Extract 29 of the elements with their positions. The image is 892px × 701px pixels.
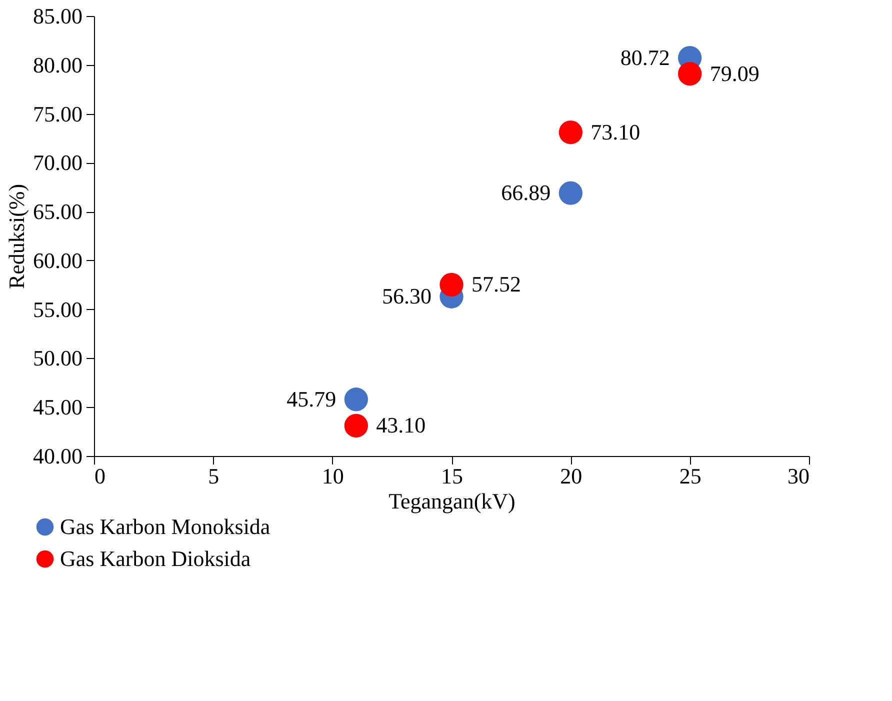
data-label: 80.72 [620, 44, 670, 70]
legend-label: Gas Karbon Dioksida [60, 546, 251, 571]
x-tick-label: 10 [322, 464, 344, 488]
y-tick-label: 60.00 [33, 248, 82, 273]
y-tick-label: 85.00 [33, 4, 82, 28]
data-label: 66.89 [501, 180, 551, 206]
x-tick-label: 30 [788, 464, 810, 488]
x-tick-label: 20 [560, 464, 582, 488]
data-label: 43.10 [376, 412, 426, 438]
legend-label: Gas Karbon Monoksida [60, 514, 270, 539]
y-tick-label: 65.00 [33, 199, 82, 224]
data-label: 73.10 [590, 119, 640, 144]
y-tick-label: 75.00 [33, 101, 82, 126]
x-tick-label: 25 [679, 464, 702, 488]
y-axis-title: Reduksi(%) [4, 184, 29, 290]
y-tick-label: 70.00 [33, 150, 82, 176]
x-tick-label: 0 [94, 464, 106, 488]
y-tick-label: 45.00 [33, 394, 82, 420]
data-label: 79.09 [710, 60, 760, 86]
y-tick-label: 40.00 [33, 444, 82, 468]
data-label: 56.30 [382, 284, 432, 309]
y-tick-label: 50.00 [33, 346, 82, 371]
data-label: 57.52 [472, 272, 521, 297]
y-tick-label: 80.00 [33, 52, 82, 78]
data-label: 45.79 [286, 386, 336, 412]
y-tick-label: 55.00 [33, 296, 82, 322]
x-axis-title: Tegangan(kV) [388, 488, 516, 514]
x-tick-label: 5 [208, 464, 220, 488]
x-tick-label: 15 [441, 464, 463, 488]
